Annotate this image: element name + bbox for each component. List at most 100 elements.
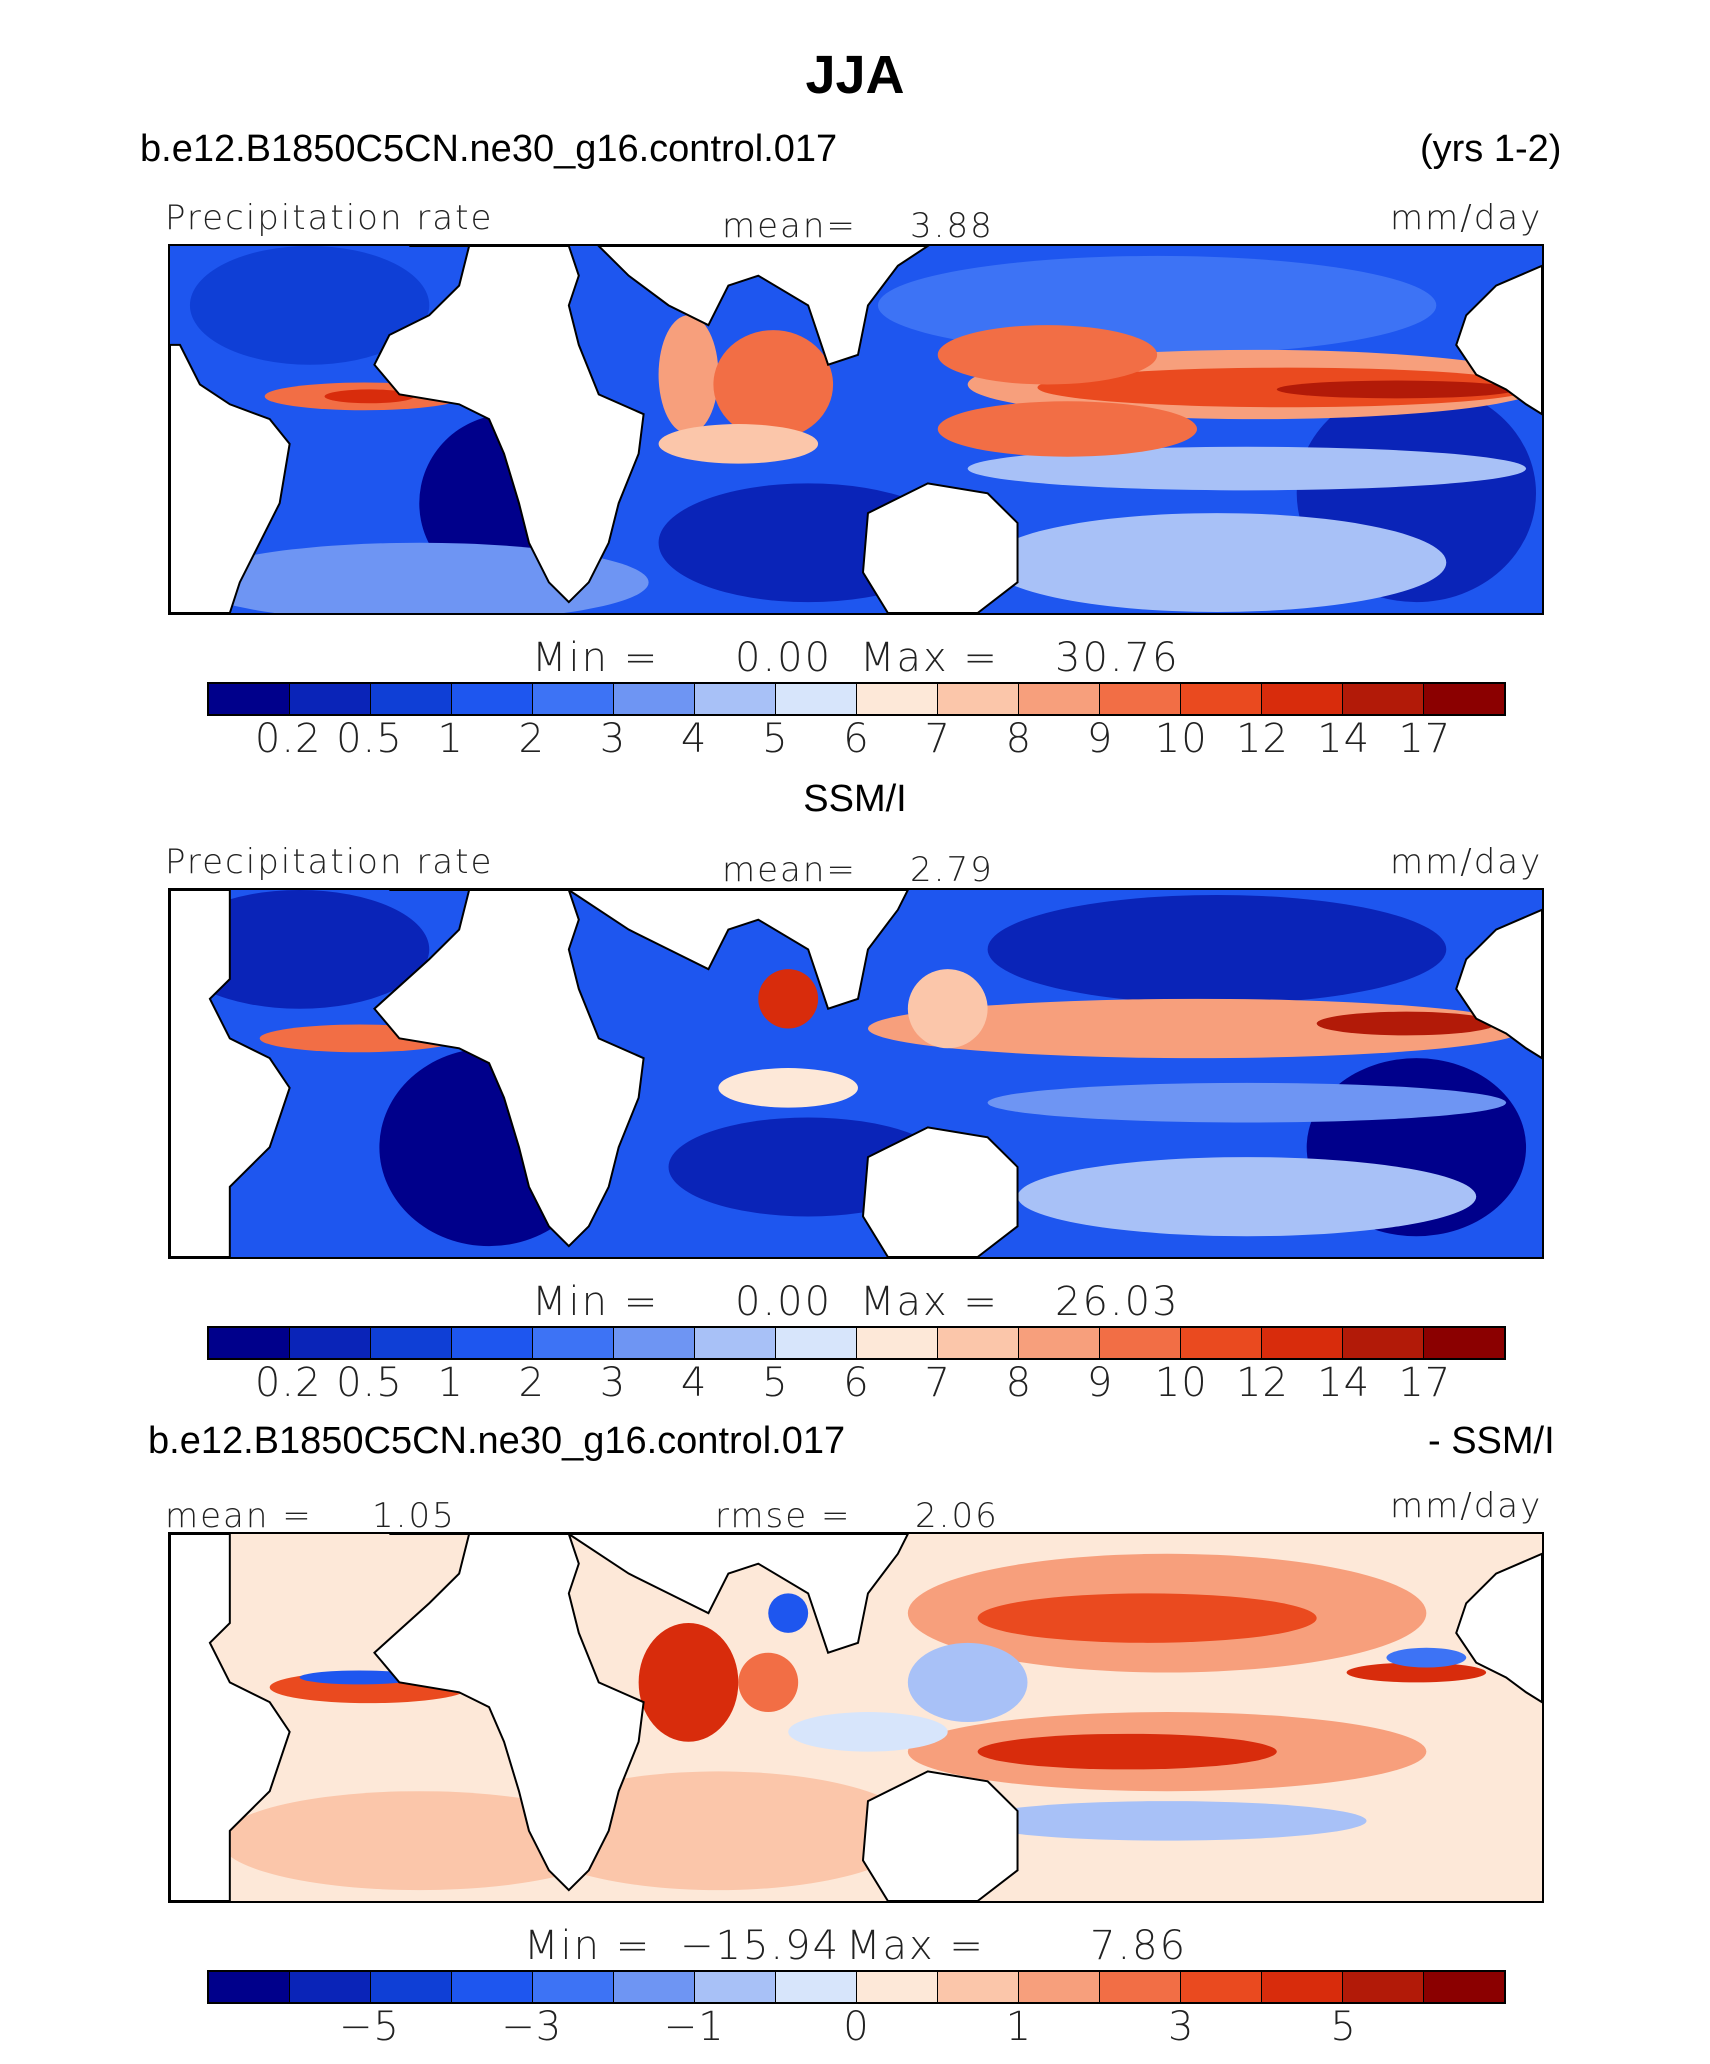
colorbar-tick-label: 0 [843, 2004, 870, 2050]
panel1-variable-label: Precipitation rate [165, 198, 494, 238]
colorbar-cell [371, 1328, 452, 1358]
colorbar-cell [533, 1972, 614, 2002]
panel3-case-suffix: - SSM/I [1428, 1420, 1555, 1462]
colorbar-tick-label: 1 [437, 716, 464, 762]
colorbar-tick-label: 0.2 [254, 1360, 322, 1406]
panel2-variable-label: Precipitation rate [165, 842, 494, 882]
colorbar-tick-label: 1 [437, 1360, 464, 1406]
colorbar-tick-label: 5 [1330, 2004, 1357, 2050]
colorbar-tick-label: 7 [924, 1360, 951, 1406]
colorbar-tick-label: 17 [1398, 1360, 1452, 1406]
colorbar-cell [1424, 684, 1504, 714]
colorbar-tick-label: 3 [599, 1360, 627, 1406]
colorbar-tick-label: 1 [1005, 2004, 1033, 2050]
colorbar-cell [1262, 1328, 1343, 1358]
colorbar-tick-label: 2 [518, 716, 545, 762]
colorbar-tick-label: 12 [1235, 716, 1289, 762]
colorbar-tick-label: 6 [843, 1360, 870, 1406]
colorbar-cell [1343, 684, 1424, 714]
colorbar-cell [209, 1972, 290, 2002]
colorbar-tick-label: 9 [1086, 716, 1114, 762]
colorbar-tick-label: 8 [1005, 716, 1033, 762]
colorbar-cell [776, 1972, 857, 2002]
panel1-units-label: mm/day [1390, 198, 1543, 238]
colorbar-tick-label: 6 [843, 716, 870, 762]
panel3-max-value: 7.86 [1090, 1923, 1188, 1969]
colorbar-cell [938, 1328, 1019, 1358]
panel3-min-label: Min = [524, 1923, 652, 1969]
panel2-min-value: 0.00 [735, 1279, 833, 1325]
colorbar-cell [1019, 1972, 1100, 2002]
colorbar-cell [1424, 1328, 1504, 1358]
colorbar-cell [1181, 1972, 1262, 2002]
colorbar-cell [290, 684, 371, 714]
colorbar-cell [452, 1328, 533, 1358]
panel1-case-label: b.e12.B1850C5CN.ne30_g16.control.017 [140, 128, 838, 170]
panel2-map-svg [170, 890, 1542, 1257]
panel2-units-label: mm/day [1390, 842, 1543, 882]
panel3-rmse-value: 2.06 [915, 1496, 999, 1536]
colorbar-tick-label: 4 [680, 1360, 708, 1406]
panel2-map [168, 888, 1544, 1259]
colorbar-tick-label: 3 [599, 716, 627, 762]
colorbar-cell [695, 1328, 776, 1358]
colorbar-cell [452, 684, 533, 714]
colorbar-cell [533, 1328, 614, 1358]
colorbar-tick-label: 9 [1086, 1360, 1114, 1406]
panel1-map [168, 244, 1544, 615]
colorbar-tick-label: 4 [680, 716, 708, 762]
panel3-rmse-label: rmse = [715, 1496, 852, 1536]
panel3-mean-value: 1.05 [372, 1496, 456, 1536]
panel1-years-label: (yrs 1-2) [1420, 128, 1562, 170]
panel3-map-svg [170, 1534, 1542, 1901]
colorbar-cell [857, 1328, 938, 1358]
panel1-mean-label: mean= [722, 206, 857, 246]
colorbar-cell [1424, 1972, 1504, 2002]
panel1-max-label: Max = [860, 635, 999, 681]
panel2-max-label: Max = [860, 1279, 999, 1325]
colorbar-cell [1343, 1328, 1424, 1358]
colorbar-tick-label: 0.5 [336, 1360, 403, 1406]
panel3-units-label: mm/day [1390, 1486, 1543, 1526]
colorbar-tick-label: 0.5 [336, 716, 403, 762]
colorbar-cell [1262, 1972, 1343, 2002]
colorbar-cell [1100, 1972, 1181, 2002]
colorbar-cell [1181, 1328, 1262, 1358]
colorbar-cell [1100, 1328, 1181, 1358]
colorbar-tick-label: 7 [924, 716, 951, 762]
colorbar-cell [614, 1972, 695, 2002]
colorbar-tick-label: 8 [1005, 1360, 1033, 1406]
colorbar-cell [209, 684, 290, 714]
panel3-map [168, 1532, 1544, 1903]
colorbar-cell [695, 684, 776, 714]
panel2-min-label: Min = [532, 1279, 660, 1325]
panel3-colorbar [207, 1970, 1506, 2004]
colorbar-tick-label: 14 [1317, 1360, 1371, 1406]
colorbar-cell [452, 1972, 533, 2002]
panel1-mean-value: 3.88 [910, 206, 994, 246]
panel3-min-value: −15.94 [680, 1923, 841, 1969]
colorbar-tick-label: 0.2 [254, 716, 322, 762]
figure-title: JJA [805, 45, 905, 105]
colorbar-cell [776, 1328, 857, 1358]
colorbar-tick-label: −1 [663, 2004, 725, 2050]
colorbar-tick-label: −5 [338, 2004, 400, 2050]
panel3-case-label: b.e12.B1850C5CN.ne30_g16.control.017 [148, 1420, 846, 1462]
colorbar-cell [371, 1972, 452, 2002]
colorbar-cell [614, 684, 695, 714]
colorbar-cell [1262, 684, 1343, 714]
panel3-max-label: Max = [846, 1923, 985, 1969]
colorbar-cell [290, 1328, 371, 1358]
colorbar-tick-label: 5 [762, 716, 789, 762]
colorbar-cell [209, 1328, 290, 1358]
panel1-map-svg [170, 246, 1542, 613]
panel1-max-value: 30.76 [1055, 635, 1180, 681]
colorbar-cell [1343, 1972, 1424, 2002]
panel1-min-label: Min = [532, 635, 660, 681]
panel2-max-value: 26.03 [1055, 1279, 1180, 1325]
colorbar-tick-label: −3 [501, 2004, 563, 2050]
colorbar-tick-label: 5 [762, 1360, 789, 1406]
colorbar-tick-label: 3 [1168, 2004, 1195, 2050]
panel1-min-value: 0.00 [735, 635, 833, 681]
colorbar-tick-label: 17 [1398, 716, 1452, 762]
